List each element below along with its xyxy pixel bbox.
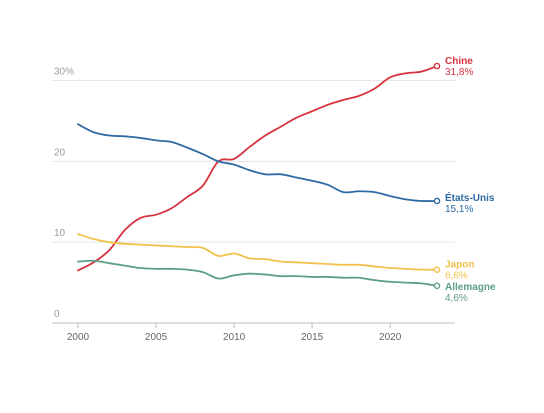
series-line-chine [77, 65, 438, 272]
series-name-label-allemagne: Allemagne [445, 282, 496, 293]
x-tick-label: 2010 [223, 332, 246, 343]
series-name-label-japon: Japon [445, 260, 474, 271]
series-layer [77, 62, 441, 290]
grid-layer [52, 80, 455, 324]
series-end-marker-chine [433, 62, 441, 70]
series-name-label-chine: Chine [445, 56, 473, 67]
series-end-marker-japon [433, 266, 441, 273]
series-line-japon [77, 233, 438, 271]
series-value-label-allemagne: 4,6% [445, 293, 468, 304]
series-end-marker-allemagne [433, 282, 441, 290]
y-tick-label: 10 [54, 228, 66, 239]
series-line-etats-unis [77, 123, 438, 202]
y-tick-label: 0 [54, 309, 60, 320]
series-end-marker-etats-unis [433, 197, 441, 205]
x-tick-label: 2015 [301, 332, 324, 343]
series-value-label-japon: 6,6% [445, 271, 468, 282]
series-line-allemagne [77, 259, 438, 287]
x-tick-label: 2000 [67, 332, 90, 343]
x-tick-label: 2005 [145, 332, 168, 343]
series-value-label-etats-unis: 15,1% [445, 204, 473, 215]
series-value-label-chine: 31,8% [445, 67, 473, 78]
x-tick-label: 2020 [379, 332, 402, 343]
y-tick-label: 30% [54, 67, 74, 78]
y-tick-label: 20 [54, 147, 66, 158]
axis-layer: 0 10 20 30% 2000 2005 2010 2015 2020 [54, 67, 402, 343]
series-name-label-etats-unis: États-Unis [445, 191, 495, 204]
